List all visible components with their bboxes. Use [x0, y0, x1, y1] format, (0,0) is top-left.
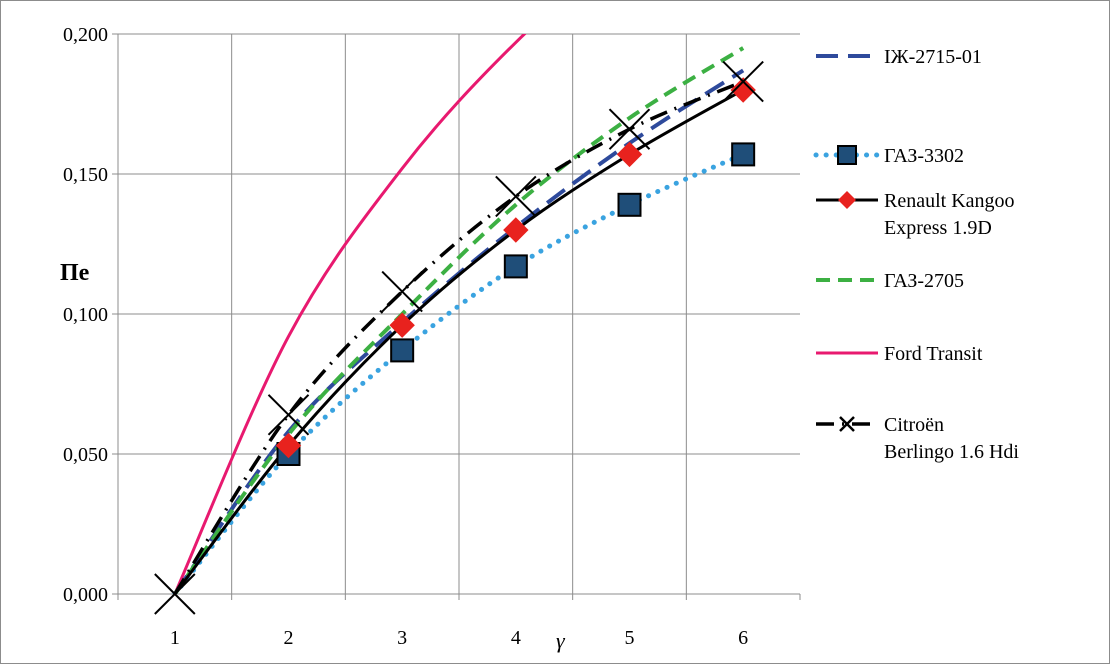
y-tick-label: 0,150 — [63, 164, 108, 186]
legend-marker-diamond — [838, 191, 856, 209]
legend-label-3: Renault Kangoo Express 1.9D — [884, 190, 1015, 239]
axes — [112, 33, 801, 600]
data-point-series-2 — [503, 254, 528, 279]
legend-marker-x — [839, 416, 855, 432]
grid — [118, 33, 800, 595]
y-axis-title: Пе — [60, 260, 90, 286]
series-line-5 — [173, 34, 527, 594]
data-point-series-6 — [267, 394, 310, 436]
legend: ІЖ-2715-01 ГАЗ-3302 Renault Kangoo Express … — [813, 46, 1019, 463]
y-tick-label: 0,100 — [63, 304, 108, 326]
legend-label-6: Citroën Berlingo 1.6 Hdi — [884, 414, 1019, 463]
y-tick-label: 0,200 — [63, 24, 108, 46]
x-axis-title: γ — [556, 628, 566, 653]
data-point-series-6 — [381, 270, 423, 313]
legend-marker-square — [837, 145, 857, 165]
x-tick-label: 2 — [284, 627, 294, 649]
data-point-series-3 — [730, 77, 756, 103]
data-point-series-6 — [495, 175, 537, 218]
data-point-series-2 — [617, 192, 642, 217]
tick-labels: 0,000 0,050 0,100 0,150 0,200 1 2 3 4 5 6 — [63, 24, 748, 649]
x-tick-label: 1 — [170, 627, 180, 649]
data-point-series-3 — [275, 432, 302, 459]
legend-label-2: ГАЗ-3302 — [884, 145, 964, 167]
y-tick-label: 0,050 — [63, 444, 108, 466]
legend-label-4: ГАЗ-2705 — [884, 270, 964, 292]
data-point-series-2 — [390, 338, 415, 363]
series-line-4 — [173, 46, 745, 594]
x-tick-label: 5 — [625, 627, 635, 649]
series-line-1 — [173, 68, 745, 594]
data-point-series-6 — [722, 60, 764, 103]
data-point-series-2 — [731, 142, 756, 167]
data-point-series-3 — [503, 217, 529, 243]
data-point-series-6 — [154, 573, 196, 615]
markers-group — [154, 60, 764, 615]
data-point-series-3 — [616, 141, 643, 168]
data-point-series-6 — [608, 108, 651, 150]
y-tick-label: 0,000 — [63, 584, 108, 606]
x-tick-label: 4 — [511, 627, 521, 649]
x-tick-label: 3 — [397, 627, 407, 649]
legend-label-1: ІЖ-2715-01 — [884, 46, 982, 68]
x-tick-label: 6 — [738, 627, 748, 649]
legend-label-5: Ford Transit — [884, 343, 983, 365]
series-line-6 — [173, 79, 744, 594]
data-point-series-3 — [389, 312, 415, 338]
